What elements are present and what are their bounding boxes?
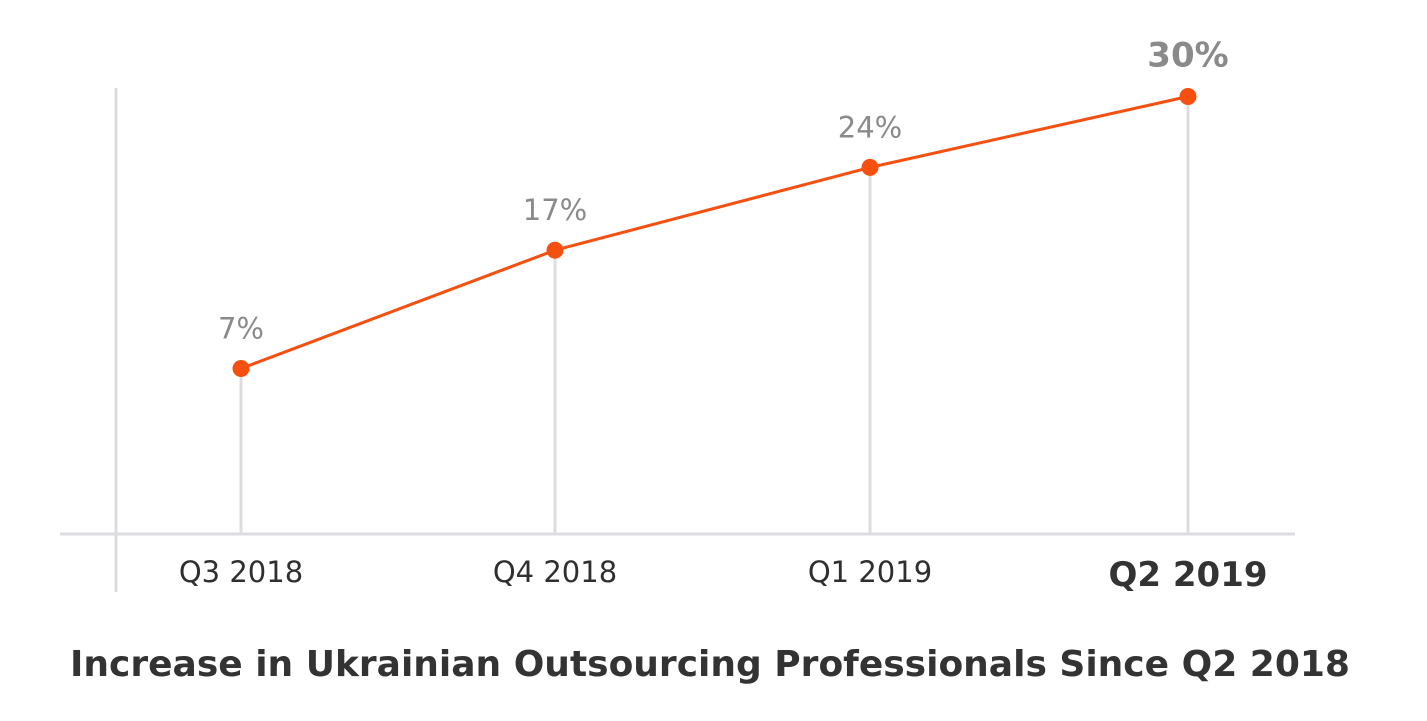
series-line (240, 95, 1189, 370)
data-points (232, 88, 1197, 377)
data-label: 17% (523, 193, 587, 227)
data-point (1179, 88, 1197, 105)
chart-title: Increase in Ukrainian Outsourcing Profes… (70, 644, 1350, 685)
data-label: 30% (1147, 36, 1228, 76)
data-label: 24% (838, 110, 902, 144)
x-tick-label: Q1 2019 (808, 555, 932, 589)
x-tick-label: Q4 2018 (493, 555, 617, 589)
x-tick-label: Q3 2018 (179, 555, 303, 589)
drop-lines (239, 96, 1190, 534)
data-point (232, 360, 250, 377)
data-point (861, 158, 879, 176)
x-tick-label: Q2 2019 (1108, 555, 1267, 595)
x-tick-labels: Q3 2018 Q4 2018 Q1 2019 Q2 2019 (179, 555, 1268, 595)
data-point (546, 241, 564, 259)
data-labels: 7% 17% 24% 30% (218, 36, 1229, 346)
data-label: 7% (218, 312, 264, 346)
